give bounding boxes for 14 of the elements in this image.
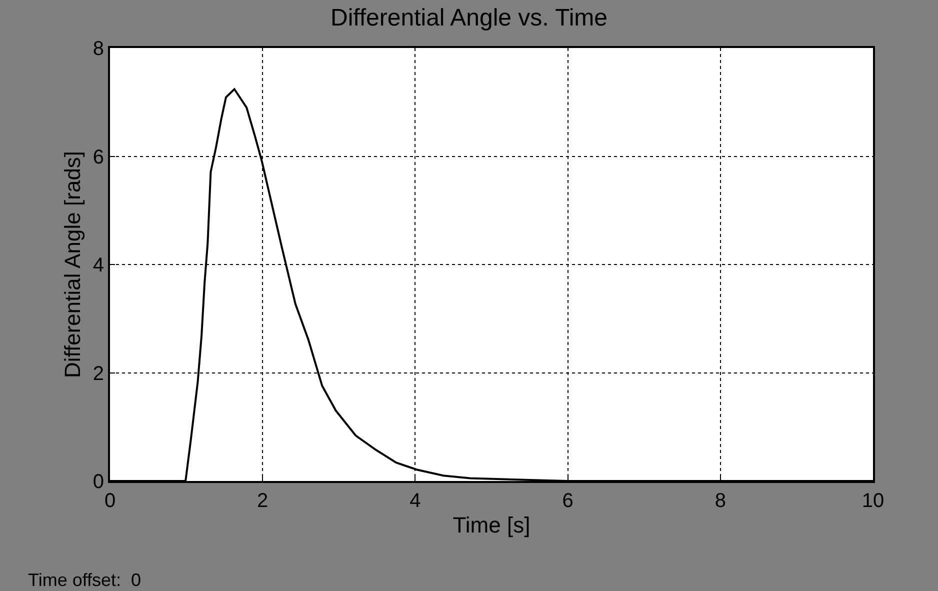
x-tick-label: 10 [862,490,884,512]
text: Time offset: 0 [28,570,142,590]
y-tick-label: 4 [92,254,104,276]
chart-title: Differential Angle vs. Time [330,4,608,32]
x-tick-label: 8 [714,490,726,512]
y-tick-label: 6 [92,146,104,168]
y-axis-title: Differential Angle [rads] [60,150,86,378]
x-tick-label: 4 [410,490,421,512]
y-tick-label: 0 [92,471,104,493]
x-tick-label: 6 [562,490,574,512]
y-tick-label: 2 [92,362,104,385]
x-axis-title: Time [s] [452,512,530,538]
y-tick-label: 8 [92,38,104,60]
x-tick-label: 2 [257,490,268,512]
